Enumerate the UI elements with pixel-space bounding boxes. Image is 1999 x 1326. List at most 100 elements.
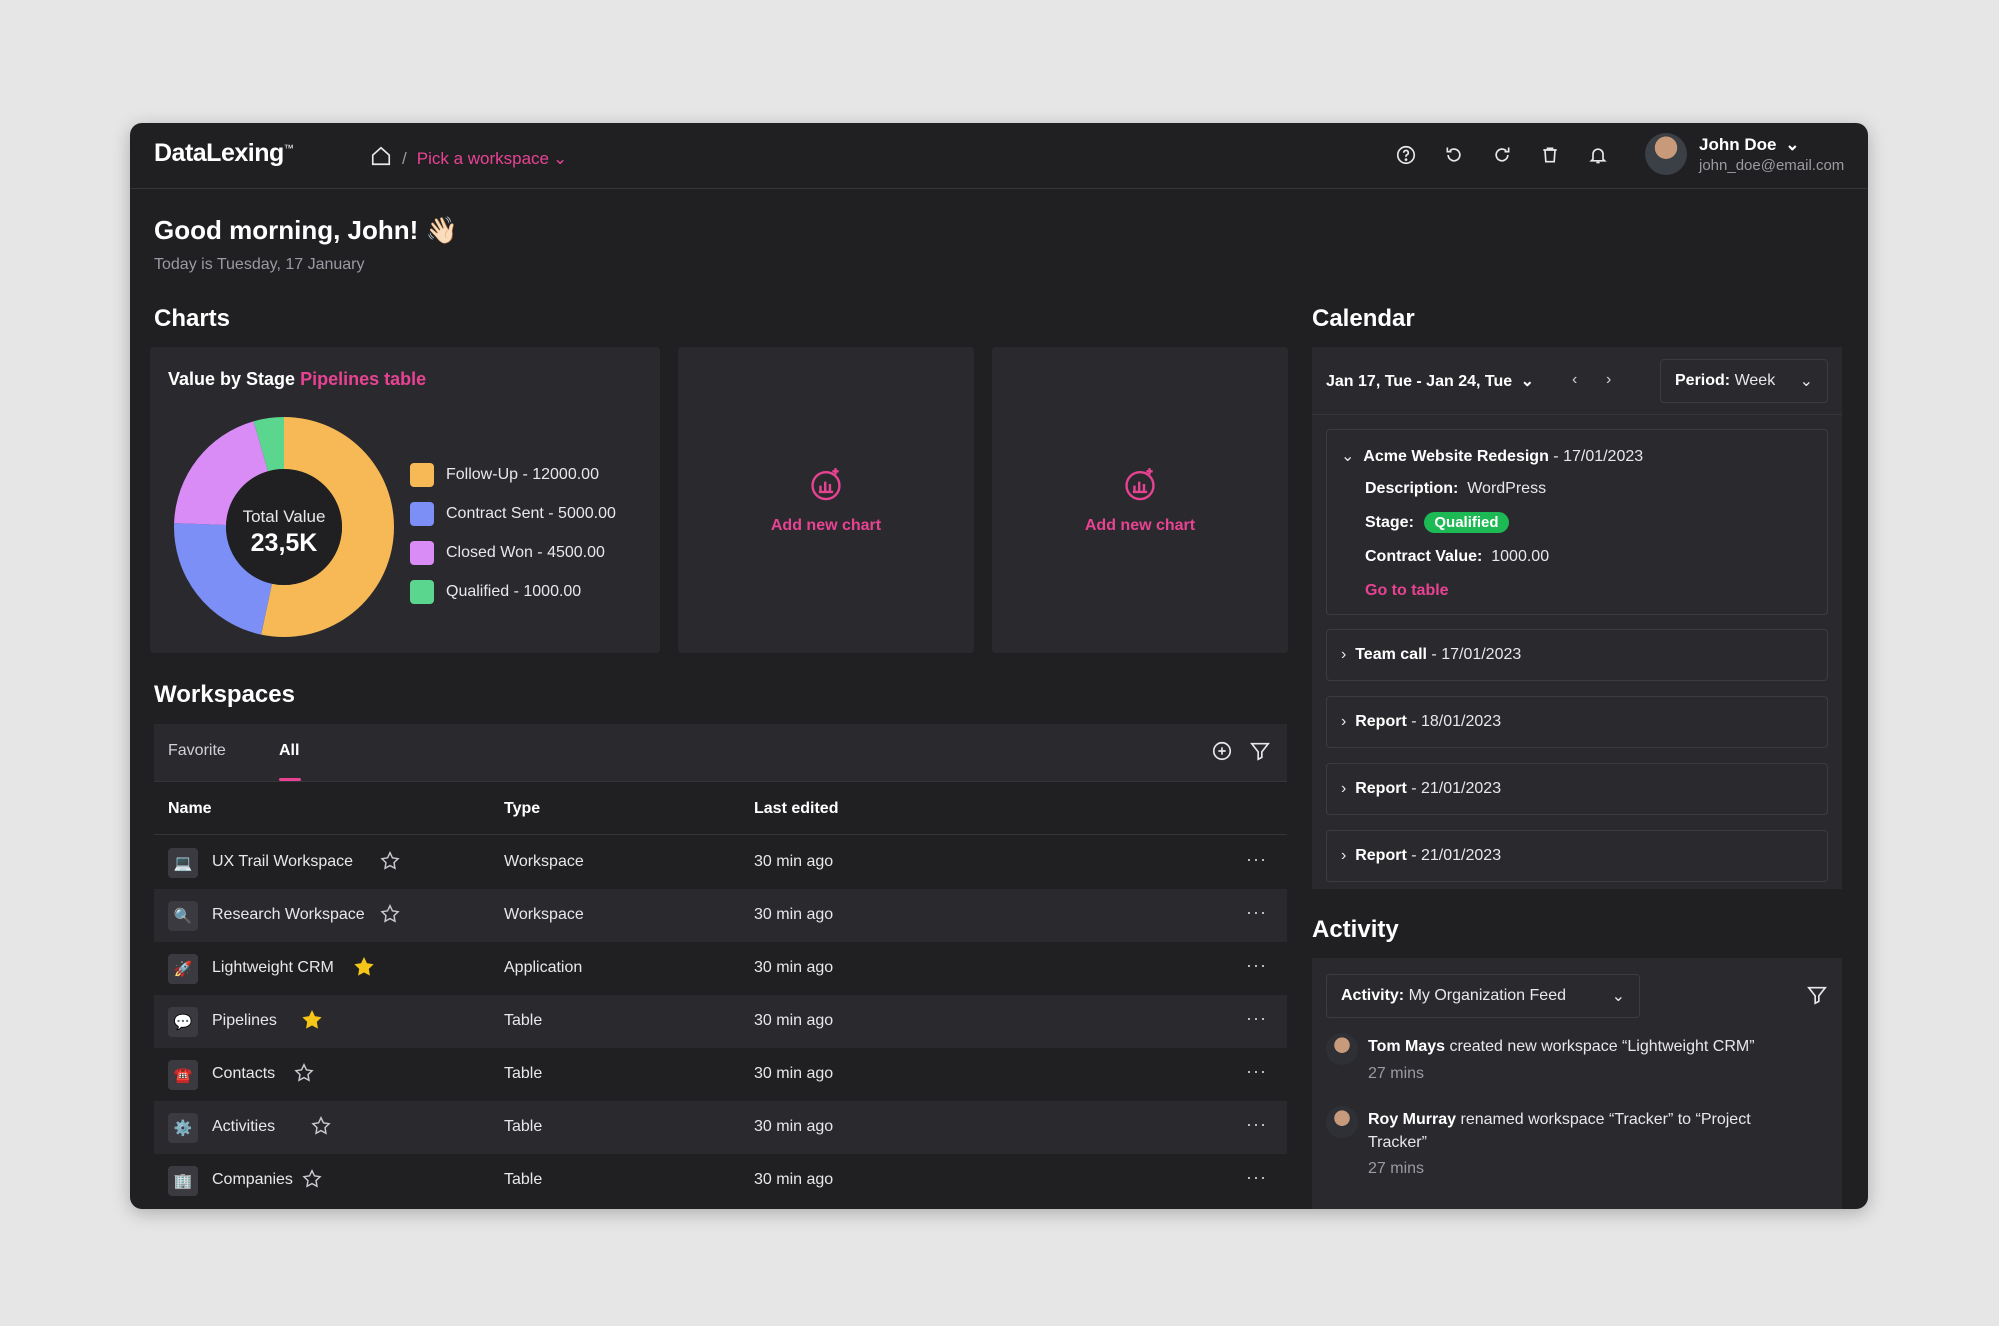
more-options-icon[interactable]: ··· [1246,955,1267,975]
star-icon[interactable] [293,1062,315,1089]
star-icon[interactable] [379,850,401,877]
more-options-icon[interactable]: ··· [1246,902,1267,922]
row-icon: 💬 [168,1007,198,1037]
trash-icon[interactable] [1537,142,1563,168]
donut-hole [226,469,342,585]
table-row[interactable]: ⚙️ Activities Table 30 min ago ··· [154,1101,1287,1154]
row-last-edited: 30 min ago [754,1118,834,1135]
chart-source-link[interactable]: Pipelines table [300,369,427,389]
more-options-icon[interactable]: ··· [1246,849,1267,869]
row-type: Table [504,1012,543,1029]
event-header[interactable]: › Team call - 17/01/2023 [1341,646,1522,663]
table-row[interactable]: ☎️ Contacts Table 30 min ago ··· [154,1048,1287,1101]
workspace-picker[interactable]: Pick a workspace ⌄ [416,148,568,168]
event-header[interactable]: › Report - 18/01/2023 [1341,713,1502,730]
chevron-right-icon: › [1341,847,1347,864]
row-last-edited: 30 min ago [754,853,834,870]
filter-icon[interactable] [1249,740,1271,767]
row-name[interactable]: Pipelines [212,1012,277,1029]
event-item[interactable]: › Report - 21/01/2023 [1326,830,1828,882]
event-item[interactable]: › Team call - 17/01/2023 [1326,629,1828,681]
more-options-icon[interactable]: ··· [1246,1167,1267,1187]
event-item[interactable]: › Report - 21/01/2023 [1326,763,1828,815]
star-icon[interactable] [301,1009,323,1036]
user-menu[interactable]: John Doe ⌄ john_doe@email.com [1645,133,1844,175]
column-type[interactable]: Type [504,800,541,817]
app-logo[interactable]: DataLexing™ [154,139,294,167]
table-row[interactable]: 💻 UX Trail Workspace Workspace 30 min ago ··… [154,836,1287,889]
event-header[interactable]: › Report - 21/01/2023 [1341,780,1502,797]
star-icon[interactable] [353,956,375,983]
event-expanded[interactable]: ⌄ Acme Website Redesign - 17/01/2023 Des… [1326,429,1828,615]
filter-icon[interactable] [1806,984,1828,1011]
avatar [1326,1033,1358,1065]
tab-favorite[interactable]: Favorite [168,742,226,759]
activity-feed: Activity: My Organization Feed ⌄ Tom Mays… [1312,958,1842,1209]
donut-slice-qualified[interactable] [253,417,284,472]
row-name[interactable]: Lightweight CRM [212,959,334,976]
event-item[interactable]: › Report - 18/01/2023 [1326,696,1828,748]
column-name[interactable]: Name [168,800,212,817]
table-row[interactable]: 💬 Pipelines Table 30 min ago ··· [154,995,1287,1048]
legend-item: Qualified - 1000.00 [410,572,616,611]
bell-icon[interactable] [1585,142,1611,168]
table-header: Name Type Last edited [154,783,1287,835]
add-chart-card[interactable]: Add new chart [992,347,1288,653]
event-header[interactable]: ⌄ Acme Website Redesign - 17/01/2023 [1341,448,1644,465]
legend-item: Follow-Up - 12000.00 [410,455,616,494]
row-last-edited: 30 min ago [754,1012,834,1029]
row-icon: ☎️ [168,1060,198,1090]
activity-time: 27 mins [1368,1065,1425,1082]
chevron-down-icon: ⌄ [1611,988,1625,1005]
status-badge: Qualified [1424,512,1509,533]
star-icon[interactable] [301,1168,323,1195]
go-to-table-link[interactable]: Go to table [1365,582,1449,599]
period-select[interactable]: Period: Week ⌄ [1660,359,1828,403]
more-options-icon[interactable]: ··· [1246,1008,1267,1028]
chart-legend: Follow-Up - 12000.00 Contract Sent - 500… [410,455,616,611]
date-range-picker[interactable]: Jan 17, Tue - Jan 24, Tue ⌄ [1326,373,1534,390]
star-icon[interactable] [310,1115,332,1142]
row-name[interactable]: Contacts [212,1065,276,1082]
home-icon[interactable] [370,145,392,172]
table-row[interactable]: 🔍 Research Workspace Workspace 30 min ago ··… [154,889,1287,942]
add-circle-icon[interactable] [1211,740,1233,767]
event-contract-value: Contract Value: 1000.00 [1365,548,1550,565]
more-options-icon[interactable]: ··· [1246,1114,1267,1134]
top-bar: DataLexing™ / Pick a workspace ⌄ [130,123,1868,189]
workspace-tools [1211,740,1271,767]
row-name[interactable]: Companies [212,1171,293,1188]
activity-filter-select[interactable]: Activity: My Organization Feed ⌄ [1326,974,1640,1018]
row-name[interactable]: Activities [212,1118,276,1135]
tab-all[interactable]: All [279,742,300,759]
add-chart-card[interactable]: Add new chart [678,347,974,653]
table-row[interactable]: 🚀 Lightweight CRM Application 30 min ago ··· [154,942,1287,995]
row-name[interactable]: UX Trail Workspace [212,853,354,870]
chevron-right-icon[interactable]: › [1606,371,1612,388]
donut-slice-closed-won[interactable] [174,421,269,525]
user-name: John Doe [1699,134,1777,154]
table-row[interactable]: 🏢 Companies Table 30 min ago ··· [154,1154,1287,1207]
donut-slice-contract-sent[interactable] [174,523,272,635]
row-name[interactable]: Research Workspace [212,906,365,923]
star-icon[interactable] [379,903,401,930]
chevron-right-icon: › [1341,780,1347,797]
avatar[interactable] [1645,133,1687,175]
row-last-edited: 30 min ago [754,1171,834,1188]
event-header[interactable]: › Report - 21/01/2023 [1341,847,1502,864]
more-options-icon[interactable]: ··· [1246,1061,1267,1081]
chart-title: Value by Stage Pipelines table [168,369,427,389]
chevron-right-icon: › [1341,713,1347,730]
row-type: Workspace [504,906,584,923]
donut-center-label: Total Value [243,507,326,526]
help-icon[interactable] [1393,142,1419,168]
column-last-edited[interactable]: Last edited [754,800,839,817]
legend-swatch [410,579,434,604]
redo-icon[interactable] [1489,142,1515,168]
undo-icon[interactable] [1441,142,1467,168]
chevron-left-icon[interactable]: ‹ [1572,371,1578,388]
row-type: Application [504,959,583,976]
legend-item: Contract Sent - 5000.00 [410,494,616,533]
donut-slice-follow-up[interactable] [261,417,394,637]
breadcrumb-separator: / [402,148,407,168]
